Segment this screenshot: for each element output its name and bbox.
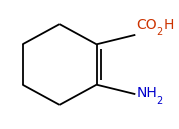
Text: H: H (164, 18, 174, 32)
Text: NH: NH (136, 86, 157, 100)
Text: 2: 2 (157, 27, 163, 37)
Text: 2: 2 (157, 95, 163, 106)
Text: CO: CO (136, 18, 157, 32)
